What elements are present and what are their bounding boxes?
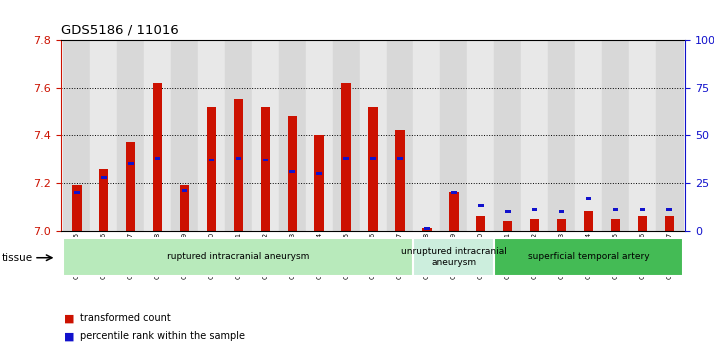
Text: ruptured intracranial aneurysm: ruptured intracranial aneurysm: [167, 252, 310, 261]
Bar: [333, 40, 360, 231]
Bar: [610, 219, 620, 231]
Bar: [424, 227, 430, 230]
Bar: [225, 40, 252, 231]
Bar: [368, 107, 378, 231]
Bar: [126, 142, 136, 231]
Bar: [360, 40, 386, 231]
Bar: [640, 208, 645, 211]
Bar: [341, 83, 351, 231]
Bar: [153, 83, 162, 231]
Bar: [128, 162, 134, 165]
Bar: [638, 216, 647, 231]
Bar: [171, 40, 198, 231]
Bar: [451, 191, 457, 194]
Bar: [665, 216, 674, 231]
Bar: [289, 170, 295, 173]
Bar: [306, 40, 333, 231]
Bar: [316, 172, 322, 175]
Bar: [397, 157, 403, 159]
Bar: [478, 204, 483, 207]
Bar: [530, 219, 539, 231]
Bar: [144, 40, 171, 231]
Bar: [314, 135, 324, 231]
Bar: [602, 40, 629, 231]
Bar: [208, 159, 214, 162]
Bar: [548, 40, 575, 231]
Bar: [207, 107, 216, 231]
Bar: [476, 216, 486, 231]
Bar: [155, 157, 161, 159]
Bar: [468, 40, 494, 231]
Text: superficial temporal artery: superficial temporal artery: [528, 252, 649, 261]
Bar: [585, 197, 591, 200]
Bar: [494, 40, 521, 231]
Bar: [575, 40, 602, 231]
Bar: [613, 208, 618, 211]
Bar: [288, 116, 297, 231]
Bar: [64, 40, 90, 231]
Bar: [180, 185, 189, 231]
Bar: [532, 208, 538, 211]
Bar: [559, 210, 564, 213]
Bar: [278, 40, 306, 231]
Bar: [117, 40, 144, 231]
Text: transformed count: transformed count: [80, 313, 171, 323]
Bar: [252, 40, 278, 231]
Bar: [236, 157, 241, 159]
Bar: [343, 157, 349, 159]
Bar: [101, 176, 106, 179]
Bar: [396, 130, 405, 231]
Bar: [656, 40, 683, 231]
Text: tissue: tissue: [2, 253, 34, 264]
Bar: [584, 211, 593, 231]
Bar: [557, 219, 566, 231]
Bar: [74, 191, 80, 194]
Bar: [503, 221, 513, 231]
Bar: [629, 40, 656, 231]
Bar: [441, 40, 468, 231]
Bar: [666, 208, 672, 211]
Bar: [90, 40, 117, 231]
Bar: [422, 228, 432, 231]
Bar: [233, 99, 243, 231]
Bar: [182, 189, 187, 192]
Bar: [413, 238, 494, 276]
Bar: [494, 238, 683, 276]
Bar: [263, 159, 268, 162]
Bar: [505, 210, 511, 213]
Bar: [371, 157, 376, 159]
Bar: [449, 192, 458, 231]
Text: unruptured intracranial
aneurysm: unruptured intracranial aneurysm: [401, 247, 507, 266]
Bar: [64, 238, 413, 276]
Bar: [261, 107, 270, 231]
Text: ■: ■: [64, 313, 75, 323]
Bar: [413, 40, 441, 231]
Bar: [521, 40, 548, 231]
Bar: [99, 168, 109, 231]
Bar: [198, 40, 225, 231]
Text: percentile rank within the sample: percentile rank within the sample: [80, 331, 245, 342]
Bar: [72, 185, 81, 231]
Text: ■: ■: [64, 331, 75, 342]
Text: GDS5186 / 11016: GDS5186 / 11016: [61, 24, 178, 37]
Bar: [386, 40, 413, 231]
